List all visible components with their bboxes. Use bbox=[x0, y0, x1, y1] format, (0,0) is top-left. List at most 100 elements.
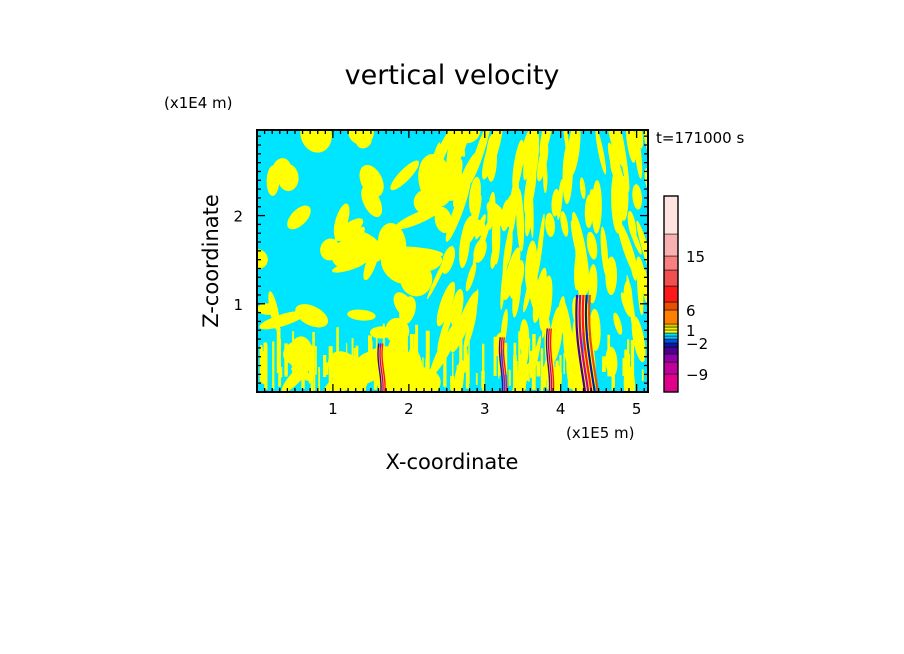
colorbar-bin bbox=[663, 346, 679, 355]
y-tick-label: 1 bbox=[233, 296, 243, 314]
positive-region bbox=[467, 194, 482, 241]
x-tick-label: 5 bbox=[632, 400, 642, 418]
positive-region bbox=[527, 251, 539, 311]
positive-region bbox=[441, 246, 456, 274]
positive-region bbox=[391, 335, 394, 378]
positive-region bbox=[300, 130, 332, 153]
positive-region bbox=[328, 346, 333, 392]
colorbar-bin bbox=[663, 338, 679, 344]
colorbar-bin bbox=[663, 255, 679, 271]
positive-region bbox=[568, 356, 573, 389]
chart-title: vertical velocity bbox=[345, 60, 560, 91]
positive-region bbox=[500, 199, 511, 232]
positive-region bbox=[620, 292, 631, 317]
plume-streak bbox=[575, 294, 587, 392]
positive-region bbox=[459, 339, 463, 387]
positive-region bbox=[542, 293, 551, 339]
positive-region bbox=[355, 356, 359, 376]
positive-region bbox=[482, 343, 485, 391]
positive-region bbox=[512, 268, 522, 318]
positive-region bbox=[528, 362, 530, 382]
colorbar-bin bbox=[663, 332, 679, 337]
positive-region bbox=[318, 366, 321, 392]
positive-region bbox=[312, 332, 315, 378]
positive-region bbox=[425, 330, 430, 375]
positive-region bbox=[390, 160, 420, 191]
positive-region bbox=[632, 184, 643, 210]
positive-region bbox=[559, 355, 562, 392]
plume-streak bbox=[578, 294, 590, 392]
positive-region bbox=[345, 343, 348, 375]
positive-region bbox=[586, 231, 598, 260]
positive-region bbox=[607, 334, 611, 377]
positive-region bbox=[595, 130, 607, 175]
positive-region bbox=[475, 214, 486, 240]
colorbar-bin bbox=[663, 323, 679, 328]
positive-region bbox=[425, 358, 428, 392]
positive-region bbox=[486, 134, 498, 182]
positive-region bbox=[537, 142, 549, 182]
colorbar-bin bbox=[663, 269, 679, 287]
positive-region bbox=[333, 203, 350, 239]
positive-region bbox=[459, 223, 471, 269]
positive-region bbox=[545, 337, 548, 376]
positive-region bbox=[576, 341, 578, 391]
positive-region bbox=[475, 373, 478, 385]
plume-streak bbox=[545, 328, 551, 392]
positive-region bbox=[630, 340, 635, 390]
positive-region bbox=[551, 188, 560, 217]
y-tick-label: 2 bbox=[233, 208, 243, 226]
positive-region bbox=[508, 181, 518, 235]
positive-region bbox=[600, 226, 609, 277]
positive-region bbox=[493, 336, 497, 377]
positive-region bbox=[525, 364, 529, 381]
positive-region bbox=[297, 360, 299, 378]
colorbar-bin bbox=[663, 309, 679, 325]
plume bbox=[377, 343, 386, 392]
positive-region bbox=[539, 130, 554, 158]
positive-region bbox=[332, 259, 367, 273]
positive-region bbox=[283, 340, 314, 365]
plume-streak bbox=[498, 337, 504, 392]
colorbar-bin bbox=[663, 335, 679, 340]
colorbar bbox=[663, 195, 679, 393]
positive-region bbox=[429, 316, 464, 377]
positive-region bbox=[516, 188, 525, 252]
positive-region bbox=[323, 355, 327, 378]
positive-region bbox=[465, 262, 477, 292]
positive-region bbox=[641, 267, 648, 303]
positive-region bbox=[403, 339, 407, 373]
colorbar-bin bbox=[663, 329, 679, 334]
positive-region bbox=[529, 338, 531, 373]
positive-region bbox=[607, 130, 626, 168]
colorbar-bin bbox=[663, 301, 679, 311]
colorbar-level-label: 6 bbox=[686, 302, 696, 320]
positive-region bbox=[340, 359, 343, 391]
positive-region bbox=[357, 374, 361, 388]
positive-region bbox=[415, 324, 419, 375]
positive-region bbox=[641, 369, 644, 381]
positive-region bbox=[513, 355, 517, 386]
positive-region bbox=[362, 360, 367, 391]
positive-region bbox=[539, 275, 553, 332]
positive-region bbox=[450, 159, 463, 197]
positive-region bbox=[336, 327, 339, 374]
positive-region bbox=[382, 323, 385, 374]
positive-region bbox=[518, 331, 521, 378]
positive-region bbox=[622, 358, 626, 377]
x-tick-label: 2 bbox=[404, 400, 414, 418]
colorbar-level-label: −2 bbox=[686, 335, 708, 353]
positive-region bbox=[418, 153, 454, 208]
positive-region bbox=[308, 360, 312, 384]
positive-region bbox=[326, 362, 329, 375]
positive-region bbox=[503, 342, 508, 375]
positive-region bbox=[368, 340, 373, 377]
plume-streak bbox=[588, 294, 599, 392]
minor-ticks bbox=[257, 130, 648, 392]
positive-region bbox=[260, 345, 263, 378]
positive-region bbox=[518, 130, 532, 170]
positive-region bbox=[555, 360, 559, 385]
positive-region bbox=[425, 130, 456, 186]
positive-region bbox=[602, 356, 606, 373]
positive-region bbox=[295, 304, 329, 328]
